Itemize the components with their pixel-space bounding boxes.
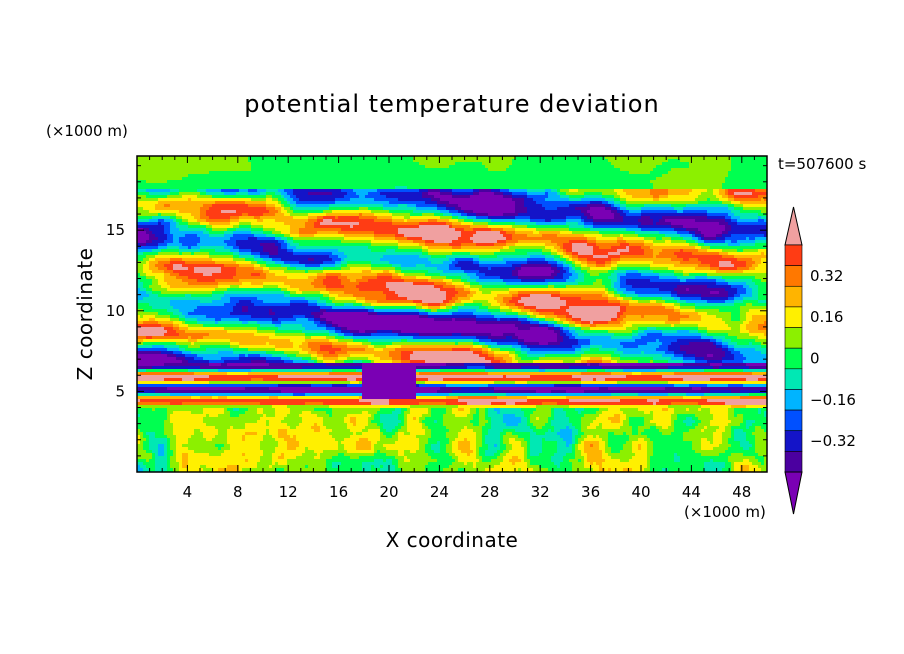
- colorbar-extend-min: [785, 472, 802, 514]
- y-tick-label: 10: [106, 302, 125, 320]
- x-tick-label: 20: [379, 483, 398, 501]
- x-tick-label: 24: [430, 483, 449, 501]
- contour-field: [137, 156, 767, 474]
- colorbar-swatch: [785, 245, 802, 266]
- colorbar-tick-label: −0.32: [810, 432, 856, 450]
- x-tick-label: 32: [531, 483, 550, 501]
- colorbar-swatch: [785, 328, 802, 349]
- x-tick-label: 4: [183, 483, 193, 501]
- colorbar-extend-max: [785, 207, 802, 245]
- figure: potential temperature deviation (×1000 m…: [0, 0, 904, 654]
- x-axis-label: X coordinate: [386, 528, 519, 552]
- x-tick-label: 12: [279, 483, 298, 501]
- colorbar-swatch: [785, 307, 802, 328]
- x-tick-label: 16: [329, 483, 348, 501]
- y-unit-label: (×1000 m): [46, 122, 128, 140]
- x-tick-label: 8: [233, 483, 243, 501]
- x-tick-label: 36: [581, 483, 600, 501]
- colorbar: 0.32 0.16 0 −0.16 −0.32: [785, 207, 856, 514]
- colorbar-tick-label: −0.16: [810, 391, 856, 409]
- colorbar-swatch: [785, 348, 802, 369]
- colorbar-swatch: [785, 431, 802, 452]
- colorbar-swatch: [785, 369, 802, 390]
- x-unit-label: (×1000 m): [684, 503, 766, 521]
- y-tick-label: 15: [106, 221, 125, 239]
- colorbar-swatch: [785, 389, 802, 410]
- colorbar-tick-label: 0.32: [810, 267, 843, 285]
- x-tick-label: 44: [682, 483, 701, 501]
- colorbar-swatch: [785, 266, 802, 287]
- colorbar-swatch: [785, 410, 802, 431]
- colorbar-swatch: [785, 286, 802, 307]
- time-label: t=507600 s: [778, 155, 866, 173]
- chart-title: potential temperature deviation: [244, 90, 659, 118]
- y-axis-label: Z coordinate: [73, 248, 97, 381]
- colorbar-swatch: [785, 451, 802, 472]
- x-tick-label: 48: [732, 483, 751, 501]
- plot-area: [137, 156, 767, 474]
- x-tick-label: 28: [480, 483, 499, 501]
- x-tick-label: 40: [631, 483, 650, 501]
- y-tick-label: 5: [115, 382, 125, 400]
- colorbar-tick-label: 0.16: [810, 308, 843, 326]
- colorbar-tick-label: 0: [810, 350, 820, 368]
